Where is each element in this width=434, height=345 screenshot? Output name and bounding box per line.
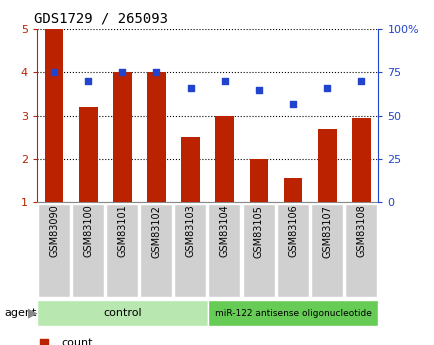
Point [118,70,125,75]
Point [153,70,160,75]
Bar [317,128,336,202]
Text: GSM83102: GSM83102 [151,205,161,258]
Text: miR-122 antisense oligonucleotide: miR-122 antisense oligonucleotide [214,308,371,318]
Point [40,340,47,345]
FancyBboxPatch shape [37,300,207,326]
Point [323,85,330,91]
Point [289,101,296,106]
FancyBboxPatch shape [174,204,206,297]
Text: GSM83090: GSM83090 [49,205,59,257]
Bar [113,72,132,202]
FancyBboxPatch shape [140,204,172,297]
Bar [147,72,165,202]
Bar [215,116,233,202]
Point [85,78,92,84]
Text: control: control [103,308,141,318]
FancyBboxPatch shape [207,300,378,326]
FancyBboxPatch shape [310,204,342,297]
Text: GSM83108: GSM83108 [355,205,365,257]
FancyBboxPatch shape [106,204,138,297]
FancyBboxPatch shape [242,204,274,297]
Text: GSM83107: GSM83107 [322,205,332,258]
Text: GSM83103: GSM83103 [185,205,195,257]
Bar [181,137,200,202]
Text: GDS1729 / 265093: GDS1729 / 265093 [33,11,167,26]
Point [221,78,228,84]
Bar [283,178,302,202]
Point [357,78,364,84]
Text: GSM83106: GSM83106 [287,205,297,257]
Text: GSM83101: GSM83101 [117,205,127,257]
Text: ▶: ▶ [28,307,38,319]
FancyBboxPatch shape [344,204,376,297]
Text: GSM83100: GSM83100 [83,205,93,257]
Text: count: count [61,338,92,345]
FancyBboxPatch shape [72,204,104,297]
Text: GSM83104: GSM83104 [219,205,229,257]
FancyBboxPatch shape [276,204,308,297]
Bar [351,118,370,202]
Bar [249,159,268,202]
Bar [45,29,63,202]
Bar [79,107,97,202]
FancyBboxPatch shape [208,204,240,297]
Point [187,85,194,91]
Point [50,70,57,75]
Text: GSM83105: GSM83105 [253,205,263,258]
FancyBboxPatch shape [38,204,69,297]
Text: agent: agent [4,308,36,318]
Point [255,87,262,92]
